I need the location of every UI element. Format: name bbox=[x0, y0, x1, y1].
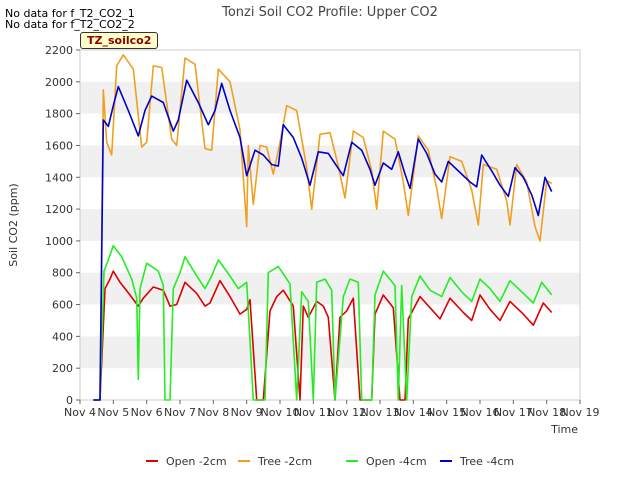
y-tick-label: 400 bbox=[52, 330, 73, 343]
grid-band bbox=[80, 81, 580, 114]
legend-label: Tree -4cm bbox=[459, 455, 514, 468]
x-axis-label: Time bbox=[550, 423, 578, 436]
x-tick-label: Nov 17 bbox=[494, 406, 533, 419]
x-tick-label: Nov 9 bbox=[231, 406, 263, 419]
x-tick-label: Nov 15 bbox=[427, 406, 466, 419]
x-tick-label: Nov 7 bbox=[164, 406, 196, 419]
y-tick-label: 2200 bbox=[45, 44, 73, 57]
x-tick-label: Nov 19 bbox=[561, 406, 600, 419]
series-line-3 bbox=[93, 244, 553, 401]
x-tick-label: Nov 14 bbox=[394, 406, 433, 419]
y-tick-label: 1000 bbox=[45, 235, 73, 248]
series-lines bbox=[93, 54, 553, 401]
x-tick-label: Nov 6 bbox=[131, 406, 163, 419]
no-data-notice-2: No data for f_T2_CO2_2 bbox=[5, 18, 135, 31]
series-line-2 bbox=[93, 54, 553, 401]
y-tick-label: 600 bbox=[52, 299, 73, 312]
legend: Open -2cm Tree -2cm Open -4cm Tree -4cm bbox=[146, 455, 514, 468]
x-tick-label: Nov 13 bbox=[361, 406, 400, 419]
y-tick-label: 1600 bbox=[45, 139, 73, 152]
grid-band bbox=[80, 209, 580, 241]
x-tick-label: Nov 10 bbox=[261, 406, 300, 419]
no-data-notice-1: No data for f_T2_CO2_1 bbox=[5, 7, 135, 20]
x-tick-label: Nov 12 bbox=[327, 406, 366, 419]
x-tick-label: Nov 11 bbox=[294, 406, 333, 419]
legend-label: Open -2cm bbox=[166, 455, 227, 468]
y-tick-label: 1400 bbox=[45, 171, 73, 184]
series-line-4 bbox=[93, 79, 553, 401]
x-tick-label: Nov 5 bbox=[97, 406, 129, 419]
y-tick-label: 200 bbox=[52, 362, 73, 375]
x-tick-label: Nov 16 bbox=[461, 406, 500, 419]
grid-band bbox=[80, 145, 580, 178]
x-tick-label: Nov 4 bbox=[64, 406, 96, 419]
y-axis-label: Soil CO2 (ppm) bbox=[7, 183, 20, 266]
legend-label: Tree -2cm bbox=[257, 455, 312, 468]
y-tick-label: 1800 bbox=[45, 108, 73, 121]
series-line-1 bbox=[93, 270, 553, 401]
x-tick-label: Nov 18 bbox=[527, 406, 566, 419]
chart-title: Tonzi Soil CO2 Profile: Upper CO2 bbox=[221, 5, 438, 20]
plot-frame bbox=[79, 49, 581, 401]
x-tick-label: Nov 8 bbox=[197, 406, 229, 419]
y-tick-label: 2000 bbox=[45, 76, 73, 89]
legend-label: Open -4cm bbox=[366, 455, 427, 468]
y-tick-label: 1200 bbox=[45, 203, 73, 216]
y-axis: 0 200 400 600 800 1000 1200 1400 1600 1800 2000 220… bbox=[45, 44, 80, 407]
site-tag-label: TZ_soilco2 bbox=[80, 32, 159, 49]
y-tick-label: 800 bbox=[52, 267, 73, 280]
y-tick-label: 0 bbox=[66, 394, 73, 407]
